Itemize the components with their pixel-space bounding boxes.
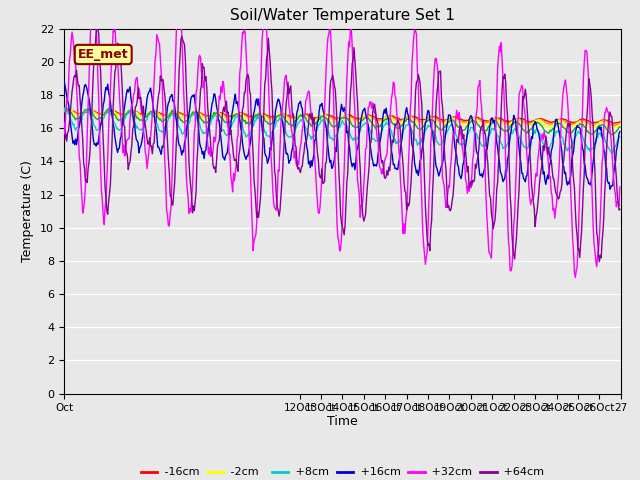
Text: EE_met: EE_met [78,48,129,61]
Legend:  -16cm,  -8cm,  -2cm,  +2cm,  +8cm,  +16cm,  +32cm,  +64cm: -16cm, -8cm, -2cm, +2cm, +8cm, +16cm, +3… [136,463,548,480]
X-axis label: Time: Time [327,415,358,428]
Y-axis label: Temperature (C): Temperature (C) [22,160,35,262]
Title: Soil/Water Temperature Set 1: Soil/Water Temperature Set 1 [230,9,455,24]
